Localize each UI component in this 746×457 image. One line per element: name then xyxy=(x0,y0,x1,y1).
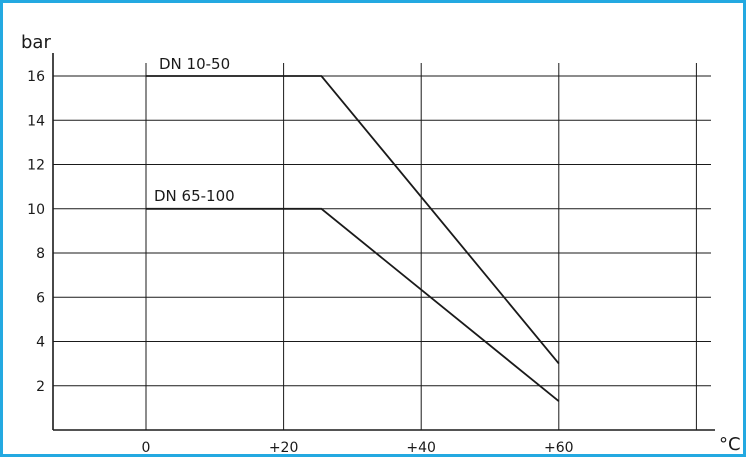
series-line xyxy=(146,209,559,401)
series-label: DN 65-100 xyxy=(154,187,235,205)
y-tick-label: 16 xyxy=(27,69,45,85)
grid-lines xyxy=(53,63,711,430)
y-tick-label: 12 xyxy=(27,158,45,174)
chart-svg: 2 4 6 8 10 12 14 16 0 +20 +40 +60 DN 10-50 DN 65-100… xyxy=(3,3,743,454)
series-line xyxy=(146,76,559,364)
y-tick-label: 2 xyxy=(36,379,45,395)
y-tick-label: 14 xyxy=(27,113,45,129)
x-tick-label: 0 xyxy=(142,440,151,454)
y-tick-label: 10 xyxy=(27,202,45,218)
x-axis-label: °C xyxy=(719,434,741,454)
tick-labels: 2 4 6 8 10 12 14 16 0 +20 +40 +60 xyxy=(27,69,573,454)
y-tick-label: 4 xyxy=(36,335,45,351)
axes xyxy=(53,53,715,430)
x-tick-label: +60 xyxy=(544,440,574,454)
y-axis-label: bar xyxy=(21,32,51,53)
x-tick-label: +20 xyxy=(269,440,299,454)
series-lines: DN 10-50 DN 65-100 xyxy=(146,55,559,401)
y-tick-label: 6 xyxy=(36,290,45,306)
series-label: DN 10-50 xyxy=(159,55,230,73)
y-tick-label: 8 xyxy=(36,246,45,262)
x-tick-label: +40 xyxy=(406,440,436,454)
